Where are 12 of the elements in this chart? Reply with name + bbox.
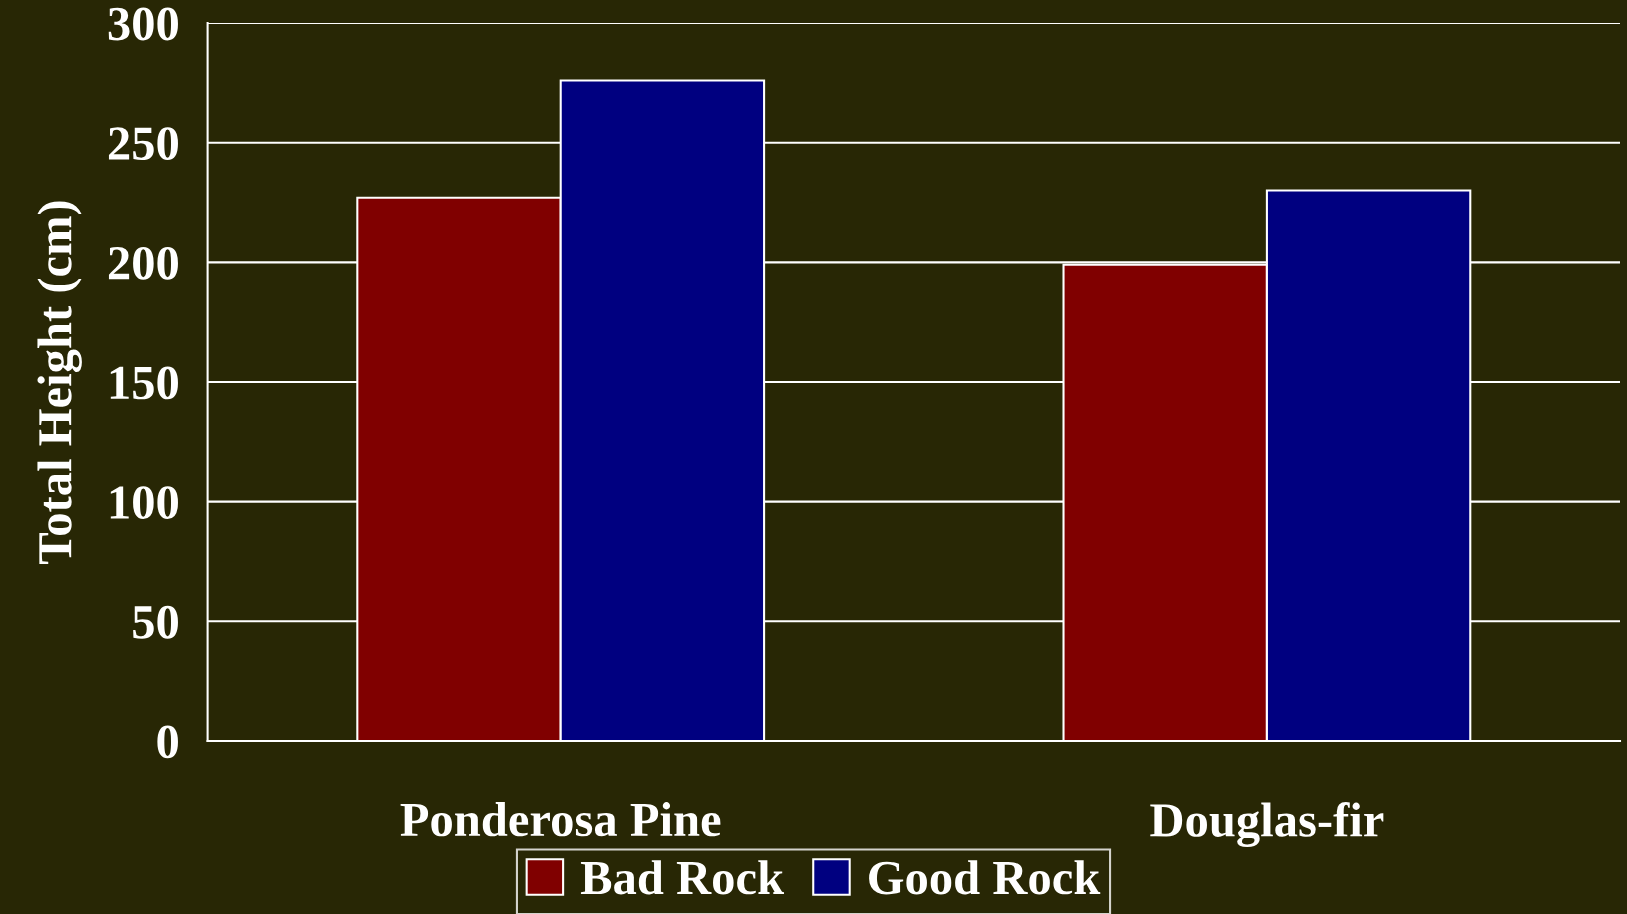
y-tick-label: 100: [110, 486, 178, 520]
y-tick-label: 50: [133, 605, 178, 639]
x-tick-label: Ponderosa Pine: [400, 802, 721, 837]
legend-label: Good Rock: [869, 860, 1101, 895]
y-tick-label: 150: [110, 366, 178, 400]
x-tick-label: Douglas-fir: [1150, 802, 1384, 848]
y-tick-label: 250: [108, 127, 178, 161]
y-tick-label: 0: [157, 725, 178, 759]
y-tick-label: 300: [108, 7, 178, 41]
legend-label: Bad Rock: [580, 860, 784, 895]
y-tick-label: 200: [108, 246, 178, 280]
y-axis-title: Total Height (cm): [37, 201, 82, 564]
